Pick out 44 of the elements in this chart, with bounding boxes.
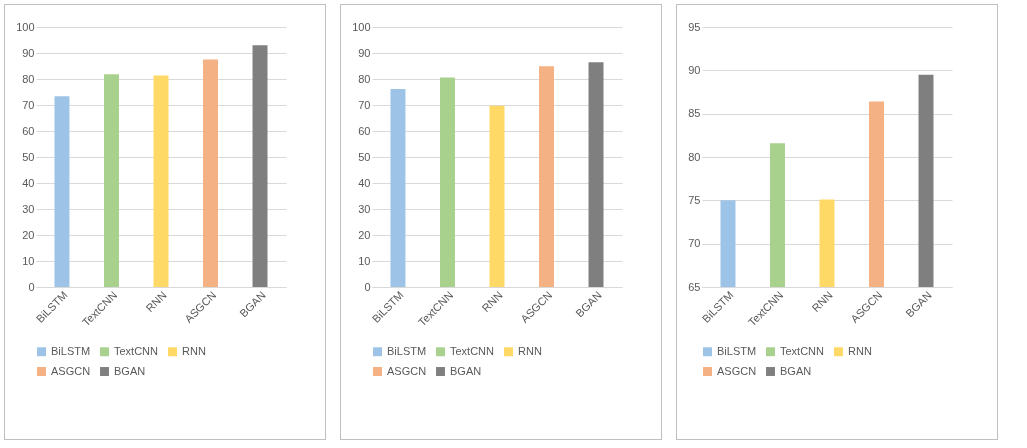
y-tick-label: 95 [688,20,701,33]
y-tick-label: 40 [22,176,35,189]
y-tick-label: 70 [358,98,371,111]
legend-label: BiLSTM [717,344,757,357]
legend-label: TextCNN [114,344,159,357]
legend-label: BGAN [780,364,812,377]
legend-label: ASGCN [717,364,757,377]
y-tick-label: 90 [688,63,701,76]
y-tick-label: 30 [358,202,371,215]
legend-label: BGAN [450,364,482,377]
y-tick-label: 80 [22,72,35,85]
y-tick-label: 10 [358,254,371,267]
y-tick-label: 70 [688,237,701,250]
y-tick-label: 50 [22,150,35,163]
legend-label: TextCNN [780,344,825,357]
legend-label: RNN [848,344,872,357]
legend-label: RNN [518,344,542,357]
y-tick-label: 85 [688,107,701,120]
y-tick-label: 60 [22,124,35,137]
y-tick-label: 70 [22,98,35,111]
legend-label: TextCNN [450,344,495,357]
legend-label: ASGCN [51,364,91,377]
y-tick-label: 80 [358,72,371,85]
y-tick-label: 90 [22,46,35,59]
y-tick-label: 10 [22,254,35,267]
y-tick-label: 40 [358,176,371,189]
legend-label: RNN [182,344,206,357]
y-tick-label: 100 [352,20,371,33]
y-tick-label: 75 [688,193,701,206]
y-tick-label: 80 [688,150,701,163]
y-tick-label: 90 [358,46,371,59]
y-tick-label: 20 [22,228,35,241]
y-tick-label: 100 [16,20,35,33]
y-tick-label: 0 [28,280,35,293]
y-tick-label: 50 [358,150,371,163]
legend-label: ASGCN [387,364,427,377]
y-tick-label: 65 [688,280,701,293]
y-tick-label: 30 [22,202,35,215]
y-tick-label: 0 [364,280,371,293]
legend-label: BiLSTM [51,344,91,357]
legend-label: BiLSTM [387,344,427,357]
y-tick-label: 20 [358,228,371,241]
y-tick-label: 60 [358,124,371,137]
legend-label: BGAN [114,364,146,377]
